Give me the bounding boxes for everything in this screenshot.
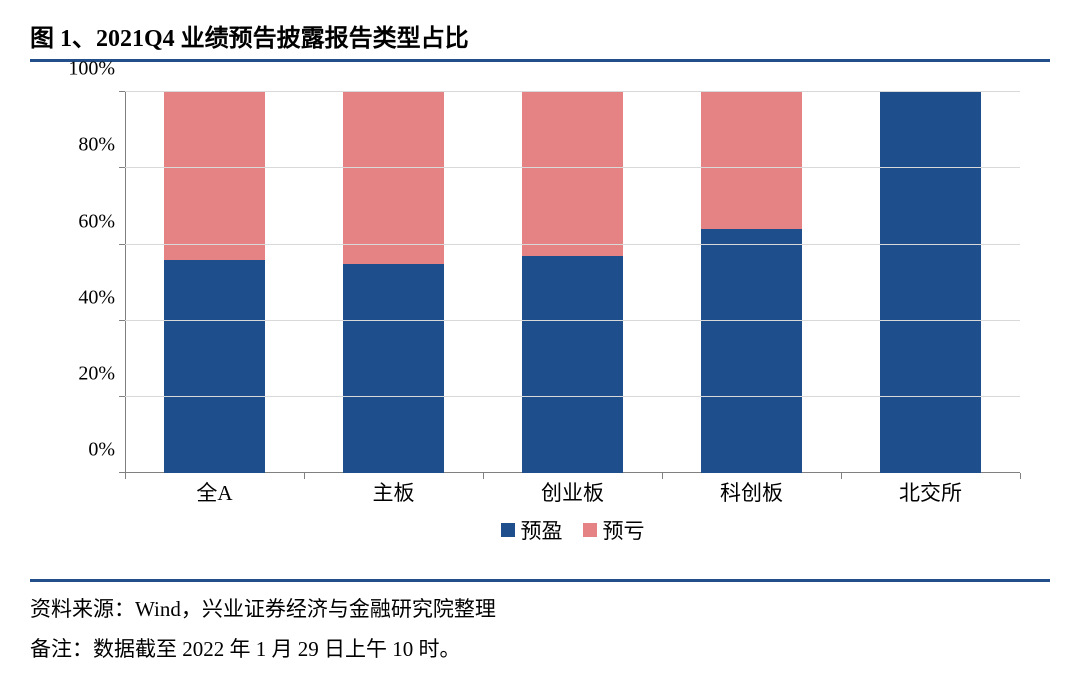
legend: 预盈 预亏	[125, 515, 1020, 545]
bar-segment-预亏	[343, 92, 443, 264]
xtick-label: 北交所	[899, 477, 962, 507]
figure-title-row: 图 1、2021Q4 业绩预告披露报告类型占比	[30, 18, 1050, 62]
legend-label: 预盈	[521, 515, 563, 545]
bar-group: 北交所	[880, 92, 980, 473]
ytick-mark	[119, 244, 125, 245]
bar-segment-预盈	[164, 260, 264, 473]
ytick-mark	[119, 320, 125, 321]
legend-swatch	[583, 523, 597, 537]
ytick-label: 40%	[55, 286, 115, 309]
bar-segment-预盈	[343, 264, 443, 474]
chart-area: 全A主板创业板科创板北交所 预盈预亏 0%20%40%60%80%100%	[30, 72, 1050, 573]
gridline	[125, 167, 1020, 168]
legend-item: 预盈	[501, 515, 563, 545]
note-label: 备注：	[30, 637, 93, 661]
figure-footer: 资料来源：Wind，兴业证券经济与金融研究院整理 备注：数据截至 2022 年 …	[30, 579, 1050, 670]
plot-region: 全A主板创业板科创板北交所 预盈预亏 0%20%40%60%80%100%	[125, 92, 1020, 473]
xtick-mark	[304, 473, 305, 479]
bar-segment-预亏	[164, 92, 264, 260]
bar-stack	[343, 92, 443, 473]
ytick-label: 20%	[55, 362, 115, 385]
bar-stack	[164, 92, 264, 473]
xtick-mark	[483, 473, 484, 479]
xtick-mark	[1020, 473, 1021, 479]
bar-segment-预盈	[701, 229, 801, 473]
gridline	[125, 396, 1020, 397]
bar-stack	[522, 92, 622, 473]
source-line: 资料来源：Wind，兴业证券经济与金融研究院整理	[30, 590, 1050, 630]
ytick-label: 60%	[55, 210, 115, 233]
bar-group: 全A	[164, 92, 264, 473]
legend-label: 预亏	[603, 515, 645, 545]
bar-segment-预盈	[522, 256, 622, 473]
bar-group: 科创板	[701, 92, 801, 473]
legend-swatch	[501, 523, 515, 537]
xtick-mark	[662, 473, 663, 479]
bar-segment-预盈	[880, 92, 980, 473]
gridline	[125, 91, 1020, 92]
ytick-mark	[119, 91, 125, 92]
bar-segment-预亏	[701, 92, 801, 229]
ytick-mark	[119, 396, 125, 397]
legend-item: 预亏	[583, 515, 645, 545]
bar-stack	[880, 92, 980, 473]
ytick-mark	[119, 167, 125, 168]
xtick-label: 全A	[196, 477, 232, 507]
gridline	[125, 320, 1020, 321]
note-line: 备注：数据截至 2022 年 1 月 29 日上午 10 时。	[30, 630, 1050, 670]
bar-group: 创业板	[522, 92, 622, 473]
ytick-label: 0%	[55, 439, 115, 462]
figure-container: 图 1、2021Q4 业绩预告披露报告类型占比 全A主板创业板科创板北交所 预盈…	[0, 0, 1080, 680]
bar-stack	[701, 92, 801, 473]
bar-segment-预亏	[522, 92, 622, 256]
note-value: 数据截至 2022 年 1 月 29 日上午 10 时。	[93, 637, 461, 661]
source-label: 资料来源：	[30, 597, 135, 621]
xtick-label: 创业板	[541, 477, 604, 507]
figure-title: 2021Q4 业绩预告披露报告类型占比	[96, 26, 469, 52]
xtick-mark	[125, 473, 126, 479]
bar-group: 主板	[343, 92, 443, 473]
gridline	[125, 244, 1020, 245]
figure-prefix: 图 1、	[30, 26, 96, 52]
xtick-mark	[841, 473, 842, 479]
source-value: Wind，兴业证券经济与金融研究院整理	[135, 597, 496, 621]
ytick-label: 80%	[55, 134, 115, 157]
ytick-label: 100%	[55, 58, 115, 81]
bars-layer: 全A主板创业板科创板北交所	[125, 92, 1020, 473]
xtick-label: 主板	[372, 477, 414, 507]
xtick-label: 科创板	[720, 477, 783, 507]
